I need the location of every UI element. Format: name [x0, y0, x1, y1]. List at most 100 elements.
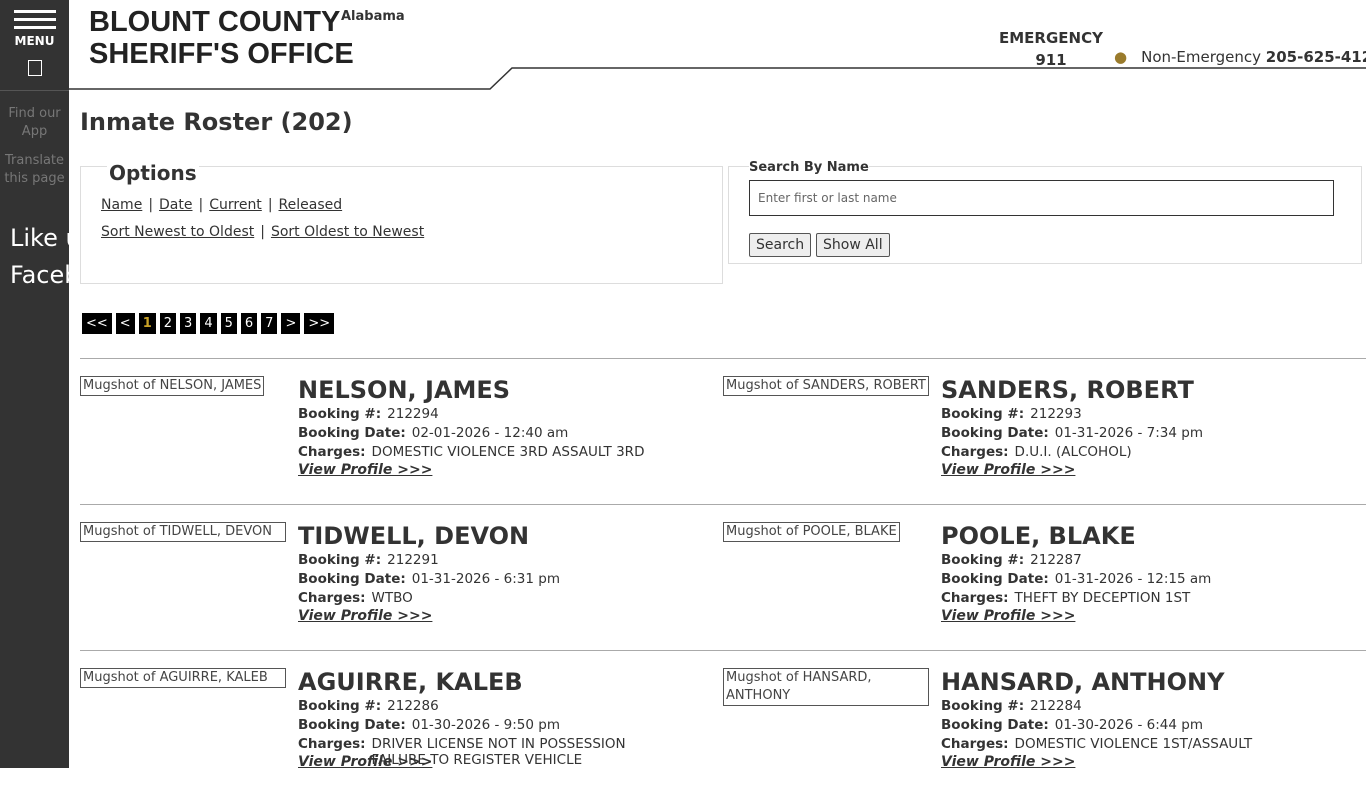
page-link[interactable]: <<: [82, 313, 112, 334]
separator: |: [148, 197, 154, 213]
charges: DOMESTIC VIOLENCE 3RD ASSAULT 3RD: [372, 444, 645, 460]
header: BLOUNT COUNTY SHERIFF'S OFFICE Alabama E…: [69, 0, 1366, 92]
inmate-card: Mugshot of SANDERS, ROBERT SANDERS, ROBER…: [723, 376, 1363, 516]
charge: FAILURE TO REGISTER VEHICLE: [371, 752, 583, 768]
inmate-card: Mugshot of TIDWELL, DEVON TIDWELL, DEVON B…: [80, 522, 720, 662]
non-emergency: ●Non-Emergency 205-625-4127: [1114, 48, 1366, 66]
field-label: Booking Date:: [298, 717, 406, 733]
booking-date: 01-30-2026 - 9:50 pm: [411, 717, 560, 733]
page-link[interactable]: 1: [138, 313, 156, 334]
inmate-field: Booking Date: 01-31-2026 - 12:15 am: [941, 571, 1211, 587]
inmate-name: NELSON, JAMES: [298, 376, 511, 404]
field-label: Charges:: [298, 444, 366, 460]
inmate-name: HANSARD, ANTHONY: [941, 668, 1225, 696]
inmate-name: POOLE, BLAKE: [941, 522, 1136, 550]
view-profile[interactable]: View Profile >>>: [941, 608, 1076, 624]
field-label: Booking Date:: [941, 425, 1049, 441]
facebook-link[interactable]: Like us on Facebook!: [10, 224, 133, 289]
charge: WTBO: [371, 590, 413, 606]
options-heading: Options: [107, 161, 199, 185]
booking-number: 212293: [1030, 406, 1082, 422]
inmate-name: AGUIRRE, KALEB: [298, 668, 523, 696]
mugshot[interactable]: Mugshot of AGUIRRE, KALEB: [80, 668, 286, 688]
inmate-field: Charges: WTBO: [298, 590, 413, 606]
translate-link[interactable]: Translate this page: [4, 153, 65, 186]
mugshot[interactable]: Mugshot of TIDWELL, DEVON: [80, 522, 286, 542]
mugshot[interactable]: Mugshot of POOLE, BLAKE: [723, 522, 900, 542]
booking-date: 01-30-2026 - 6:44 pm: [1054, 717, 1203, 733]
non-emergency-number: 205-625-4127: [1265, 48, 1366, 66]
sidebar: MENU Find our App Translate this page: [0, 0, 69, 768]
mugshot[interactable]: Mugshot of SANDERS, ROBERT: [723, 376, 929, 396]
inmate-card: Mugshot of POOLE, BLAKE POOLE, BLAKE Booki…: [723, 522, 1363, 662]
charges: DRIVER LICENSE NOT IN POSSESSION FAILURE …: [372, 736, 626, 768]
divider: [80, 504, 1366, 505]
booking-number: 212294: [387, 406, 439, 422]
field-label: Charges:: [941, 444, 1009, 460]
field-label: Booking #:: [298, 406, 382, 422]
inmate-card: Mugshot of AGUIRRE, KALEB AGUIRRE, KALEB B…: [80, 668, 720, 808]
title-line: SHERIFF'S OFFICE: [89, 38, 354, 70]
view-profile[interactable]: View Profile >>>: [298, 462, 433, 478]
page-link[interactable]: 2: [159, 313, 177, 334]
charge: THEFT BY DECEPTION 1ST: [1014, 590, 1191, 606]
search-input[interactable]: Enter first or last name: [749, 180, 1334, 216]
inmate-name: SANDERS, ROBERT: [941, 376, 1194, 404]
field-label: Booking Date:: [941, 571, 1049, 587]
show-all-button[interactable]: Show All: [816, 233, 890, 257]
charge: DRIVER LICENSE NOT IN POSSESSION: [371, 736, 626, 752]
menu-button[interactable]: MENU: [0, 0, 69, 91]
search-icon[interactable]: [27, 60, 42, 76]
pagination: << <1 2 3 4 5 6 7 > >>: [82, 313, 335, 334]
page-link[interactable]: >: [281, 313, 301, 334]
view-profile[interactable]: View Profile >>>: [941, 462, 1076, 478]
page-link[interactable]: >>: [304, 313, 335, 334]
inmate-field: Booking #: 212293: [941, 406, 1082, 422]
option-link[interactable]: Name: [101, 197, 143, 213]
page-link[interactable]: 7: [261, 313, 278, 334]
booking-number: 212284: [1030, 698, 1082, 714]
field-label: Booking #:: [941, 552, 1025, 568]
view-profile[interactable]: View Profile >>>: [298, 608, 433, 624]
option-link[interactable]: Sort Oldest to Newest: [270, 224, 425, 240]
option-link[interactable]: Current: [209, 197, 262, 213]
page-link[interactable]: 5: [220, 313, 237, 334]
page-link[interactable]: 4: [200, 313, 217, 334]
page-link[interactable]: 3: [180, 313, 197, 334]
mugshot[interactable]: Mugshot of NELSON, JAMES: [80, 376, 265, 396]
search-button[interactable]: Search: [749, 233, 812, 257]
separator: |: [267, 197, 273, 213]
field-label: Charges:: [298, 736, 366, 752]
options-panel: Options Name | Date | Current | Released Sort …: [80, 161, 723, 284]
field-label: Charges:: [298, 590, 366, 606]
option-link[interactable]: Released: [278, 197, 343, 213]
separator: |: [260, 224, 265, 240]
field-label: Charges:: [941, 736, 1009, 752]
page-link[interactable]: <: [115, 313, 135, 334]
filter-links: Name | Date | Current | Released: [101, 197, 342, 213]
inmate-field: Booking Date: 01-31-2026 - 6:31 pm: [298, 571, 560, 587]
divider: [80, 358, 1366, 359]
option-link[interactable]: Date: [159, 197, 193, 213]
charge: D.U.I. (ALCOHOL): [1014, 444, 1132, 460]
emergency-number: 911: [1035, 51, 1067, 69]
app-link[interactable]: Find our App: [8, 106, 61, 139]
view-profile[interactable]: View Profile >>>: [941, 754, 1076, 770]
emergency-label: EMERGENCY: [999, 29, 1103, 47]
title-line: BLOUNT COUNTY: [89, 6, 341, 38]
inmate-name: TIDWELL, DEVON: [298, 522, 530, 550]
site-title[interactable]: BLOUNT COUNTY SHERIFF'S OFFICE: [89, 6, 354, 70]
booking-number: 212291: [387, 552, 439, 568]
search-panel: Search By Name Enter first or last name …: [728, 160, 1362, 264]
mugshot[interactable]: Mugshot of HANSARD, ANTHONY: [723, 668, 929, 706]
view-profile[interactable]: View Profile >>>: [298, 754, 433, 770]
inmate-card: Mugshot of HANSARD, ANTHONY HANSARD, ANTH…: [723, 668, 1363, 808]
page-link[interactable]: 6: [240, 313, 258, 334]
page: {"sidebar":{"menu":"MENU","app_alt":"Fin…: [0, 0, 1366, 770]
inmate-field: Booking #: 212284: [941, 698, 1082, 714]
booking-date: 01-31-2026 - 6:31 pm: [411, 571, 560, 587]
inmate-field: Charges: THEFT BY DECEPTION 1ST: [941, 590, 1190, 606]
option-link[interactable]: Sort Newest to Oldest: [101, 224, 255, 240]
charges: WTBO: [372, 590, 413, 606]
booking-date: 01-31-2026 - 7:34 pm: [1054, 425, 1203, 441]
